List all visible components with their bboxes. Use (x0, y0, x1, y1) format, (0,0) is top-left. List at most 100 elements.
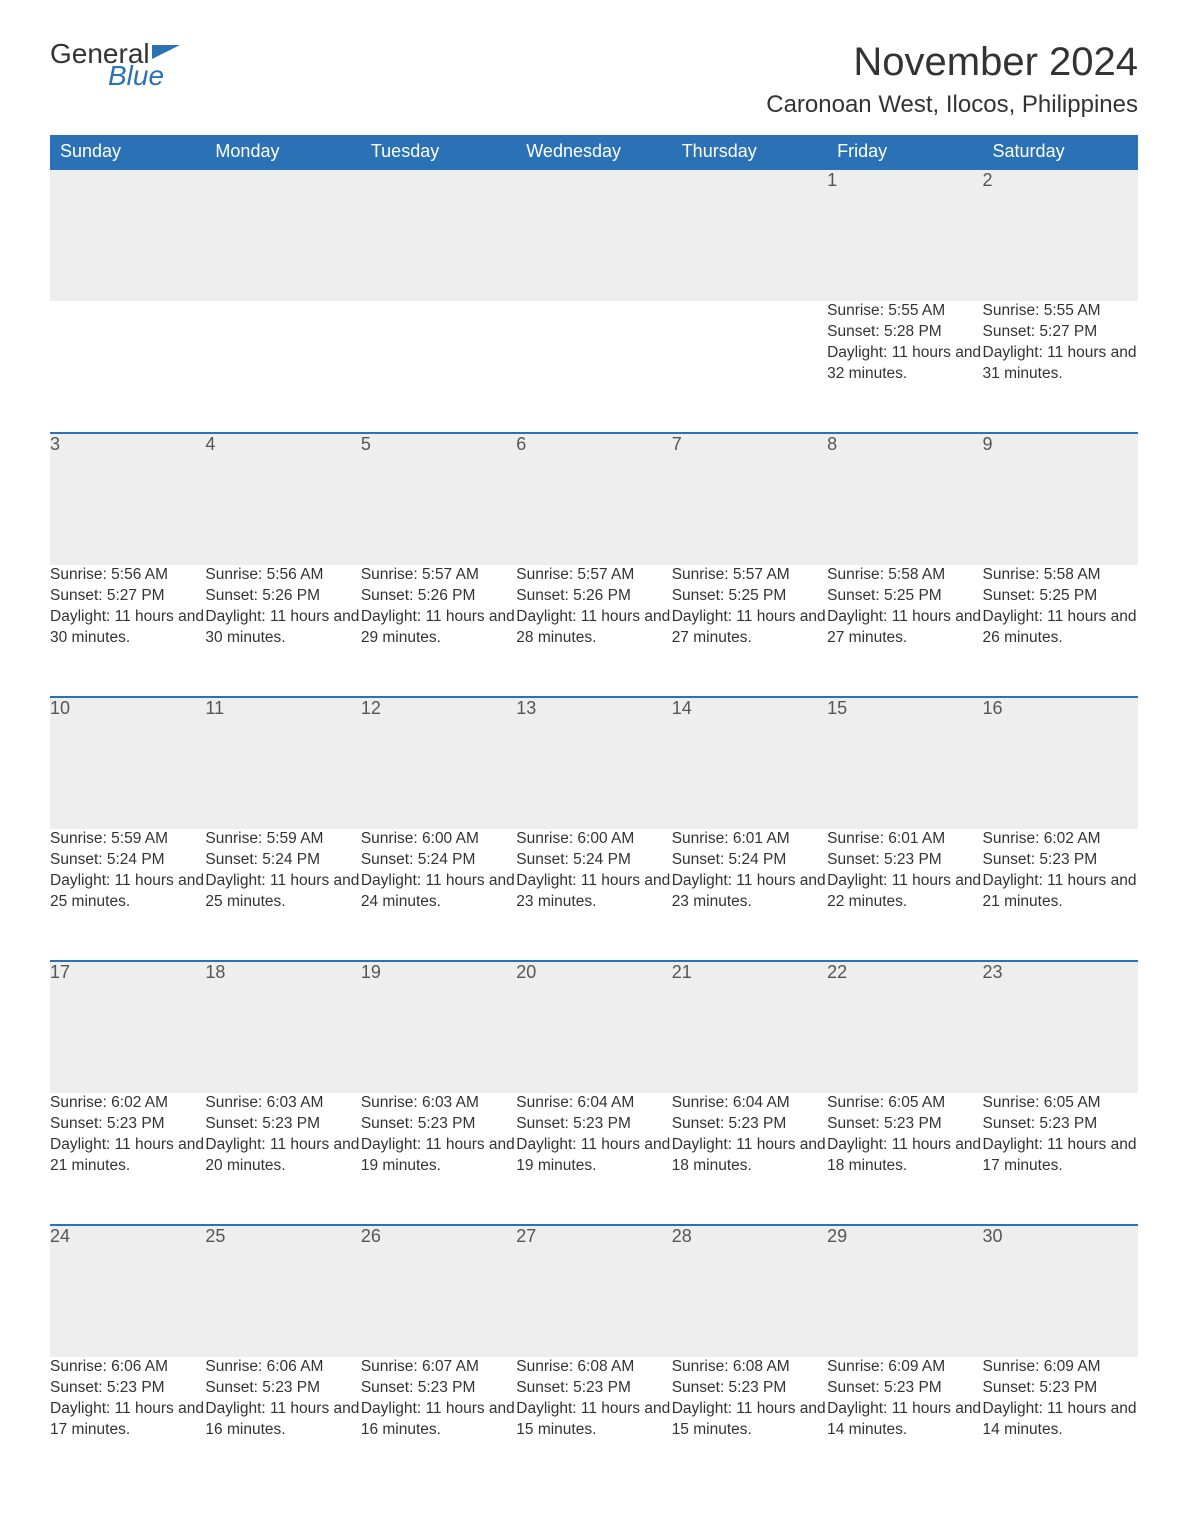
sunrise-line: Sunrise: 6:08 AM (516, 1357, 671, 1378)
day-details: Sunrise: 5:56 AMSunset: 5:26 PMDaylight:… (205, 565, 360, 697)
sunrise-line: Sunrise: 6:01 AM (672, 829, 827, 850)
sunset-line: Sunset: 5:23 PM (516, 1114, 671, 1135)
sunset-line: Sunset: 5:23 PM (516, 1378, 671, 1399)
sunrise-line: Sunrise: 6:02 AM (983, 829, 1138, 850)
weekday-header: Thursday (672, 135, 827, 169)
location-subtitle: Caronoan West, Ilocos, Philippines (766, 91, 1138, 119)
day-body-row: Sunrise: 6:02 AMSunset: 5:23 PMDaylight:… (50, 1093, 1138, 1225)
day-number: 21 (672, 961, 827, 1093)
day-body-row: Sunrise: 5:56 AMSunset: 5:27 PMDaylight:… (50, 565, 1138, 697)
sunset-line: Sunset: 5:23 PM (827, 850, 982, 871)
day-number: 1 (827, 169, 982, 301)
day-body-row: Sunrise: 5:59 AMSunset: 5:24 PMDaylight:… (50, 829, 1138, 961)
day-number: 30 (983, 1225, 1138, 1357)
day-details: Sunrise: 6:02 AMSunset: 5:23 PMDaylight:… (983, 829, 1138, 961)
day-details: Sunrise: 6:05 AMSunset: 5:23 PMDaylight:… (827, 1093, 982, 1225)
daylight-line: Daylight: 11 hours and 28 minutes. (516, 607, 671, 649)
daylight-line: Daylight: 11 hours and 17 minutes. (50, 1399, 205, 1441)
sunrise-line: Sunrise: 6:06 AM (50, 1357, 205, 1378)
day-details: Sunrise: 6:08 AMSunset: 5:23 PMDaylight:… (516, 1357, 671, 1489)
daylight-line: Daylight: 11 hours and 27 minutes. (672, 607, 827, 649)
logo: General Blue (50, 40, 180, 90)
empty-cell (361, 301, 516, 433)
sunset-line: Sunset: 5:24 PM (672, 850, 827, 871)
sunrise-line: Sunrise: 6:09 AM (983, 1357, 1138, 1378)
day-number: 26 (361, 1225, 516, 1357)
day-number: 7 (672, 433, 827, 565)
sunrise-line: Sunrise: 6:04 AM (516, 1093, 671, 1114)
day-number: 19 (361, 961, 516, 1093)
daylight-line: Daylight: 11 hours and 20 minutes. (205, 1135, 360, 1177)
empty-cell (516, 169, 671, 301)
daylight-line: Daylight: 11 hours and 16 minutes. (205, 1399, 360, 1441)
weekday-header-row: SundayMondayTuesdayWednesdayThursdayFrid… (50, 135, 1138, 169)
sunrise-line: Sunrise: 5:59 AM (205, 829, 360, 850)
day-details: Sunrise: 5:55 AMSunset: 5:27 PMDaylight:… (983, 301, 1138, 433)
daylight-line: Daylight: 11 hours and 14 minutes. (983, 1399, 1138, 1441)
empty-cell (672, 301, 827, 433)
sunset-line: Sunset: 5:23 PM (50, 1114, 205, 1135)
daylight-line: Daylight: 11 hours and 17 minutes. (983, 1135, 1138, 1177)
empty-cell (516, 301, 671, 433)
day-number: 11 (205, 697, 360, 829)
day-details: Sunrise: 5:57 AMSunset: 5:26 PMDaylight:… (361, 565, 516, 697)
sunset-line: Sunset: 5:23 PM (205, 1114, 360, 1135)
sunset-line: Sunset: 5:23 PM (827, 1114, 982, 1135)
weekday-header: Friday (827, 135, 982, 169)
sunrise-line: Sunrise: 5:59 AM (50, 829, 205, 850)
day-details: Sunrise: 5:59 AMSunset: 5:24 PMDaylight:… (50, 829, 205, 961)
sunrise-line: Sunrise: 6:07 AM (361, 1357, 516, 1378)
day-details: Sunrise: 6:03 AMSunset: 5:23 PMDaylight:… (205, 1093, 360, 1225)
day-number-row: 12 (50, 169, 1138, 301)
day-number-row: 10111213141516 (50, 697, 1138, 829)
title-block: November 2024 Caronoan West, Ilocos, Phi… (766, 40, 1138, 131)
day-number: 13 (516, 697, 671, 829)
sunset-line: Sunset: 5:26 PM (205, 586, 360, 607)
daylight-line: Daylight: 11 hours and 21 minutes. (983, 871, 1138, 913)
day-number: 24 (50, 1225, 205, 1357)
daylight-line: Daylight: 11 hours and 23 minutes. (516, 871, 671, 913)
daylight-line: Daylight: 11 hours and 31 minutes. (983, 343, 1138, 385)
sunset-line: Sunset: 5:26 PM (516, 586, 671, 607)
weekday-header: Tuesday (361, 135, 516, 169)
day-details: Sunrise: 5:56 AMSunset: 5:27 PMDaylight:… (50, 565, 205, 697)
sunset-line: Sunset: 5:23 PM (983, 1378, 1138, 1399)
day-number: 15 (827, 697, 982, 829)
empty-cell (205, 169, 360, 301)
sunset-line: Sunset: 5:24 PM (205, 850, 360, 871)
day-details: Sunrise: 5:58 AMSunset: 5:25 PMDaylight:… (983, 565, 1138, 697)
empty-cell (672, 169, 827, 301)
daylight-line: Daylight: 11 hours and 32 minutes. (827, 343, 982, 385)
sunrise-line: Sunrise: 5:57 AM (361, 565, 516, 586)
sunset-line: Sunset: 5:23 PM (361, 1378, 516, 1399)
sunset-line: Sunset: 5:23 PM (983, 850, 1138, 871)
day-details: Sunrise: 6:01 AMSunset: 5:23 PMDaylight:… (827, 829, 982, 961)
sunset-line: Sunset: 5:28 PM (827, 322, 982, 343)
sunrise-line: Sunrise: 6:02 AM (50, 1093, 205, 1114)
sunrise-line: Sunrise: 6:09 AM (827, 1357, 982, 1378)
day-number: 23 (983, 961, 1138, 1093)
sunset-line: Sunset: 5:25 PM (983, 586, 1138, 607)
day-details: Sunrise: 6:03 AMSunset: 5:23 PMDaylight:… (361, 1093, 516, 1225)
day-details: Sunrise: 6:07 AMSunset: 5:23 PMDaylight:… (361, 1357, 516, 1489)
sunrise-line: Sunrise: 6:00 AM (361, 829, 516, 850)
sunrise-line: Sunrise: 5:57 AM (516, 565, 671, 586)
sunrise-line: Sunrise: 5:55 AM (827, 301, 982, 322)
sunset-line: Sunset: 5:23 PM (983, 1114, 1138, 1135)
daylight-line: Daylight: 11 hours and 24 minutes. (361, 871, 516, 913)
day-number: 18 (205, 961, 360, 1093)
day-details: Sunrise: 6:01 AMSunset: 5:24 PMDaylight:… (672, 829, 827, 961)
day-details: Sunrise: 6:06 AMSunset: 5:23 PMDaylight:… (205, 1357, 360, 1489)
day-number: 12 (361, 697, 516, 829)
day-number-row: 17181920212223 (50, 961, 1138, 1093)
sunset-line: Sunset: 5:25 PM (672, 586, 827, 607)
sunset-line: Sunset: 5:24 PM (50, 850, 205, 871)
header: General Blue November 2024 Caronoan West… (50, 40, 1138, 131)
day-number: 6 (516, 433, 671, 565)
day-number: 8 (827, 433, 982, 565)
day-details: Sunrise: 6:05 AMSunset: 5:23 PMDaylight:… (983, 1093, 1138, 1225)
sunrise-line: Sunrise: 6:01 AM (827, 829, 982, 850)
day-body-row: Sunrise: 6:06 AMSunset: 5:23 PMDaylight:… (50, 1357, 1138, 1489)
sunset-line: Sunset: 5:27 PM (983, 322, 1138, 343)
sunrise-line: Sunrise: 5:55 AM (983, 301, 1138, 322)
